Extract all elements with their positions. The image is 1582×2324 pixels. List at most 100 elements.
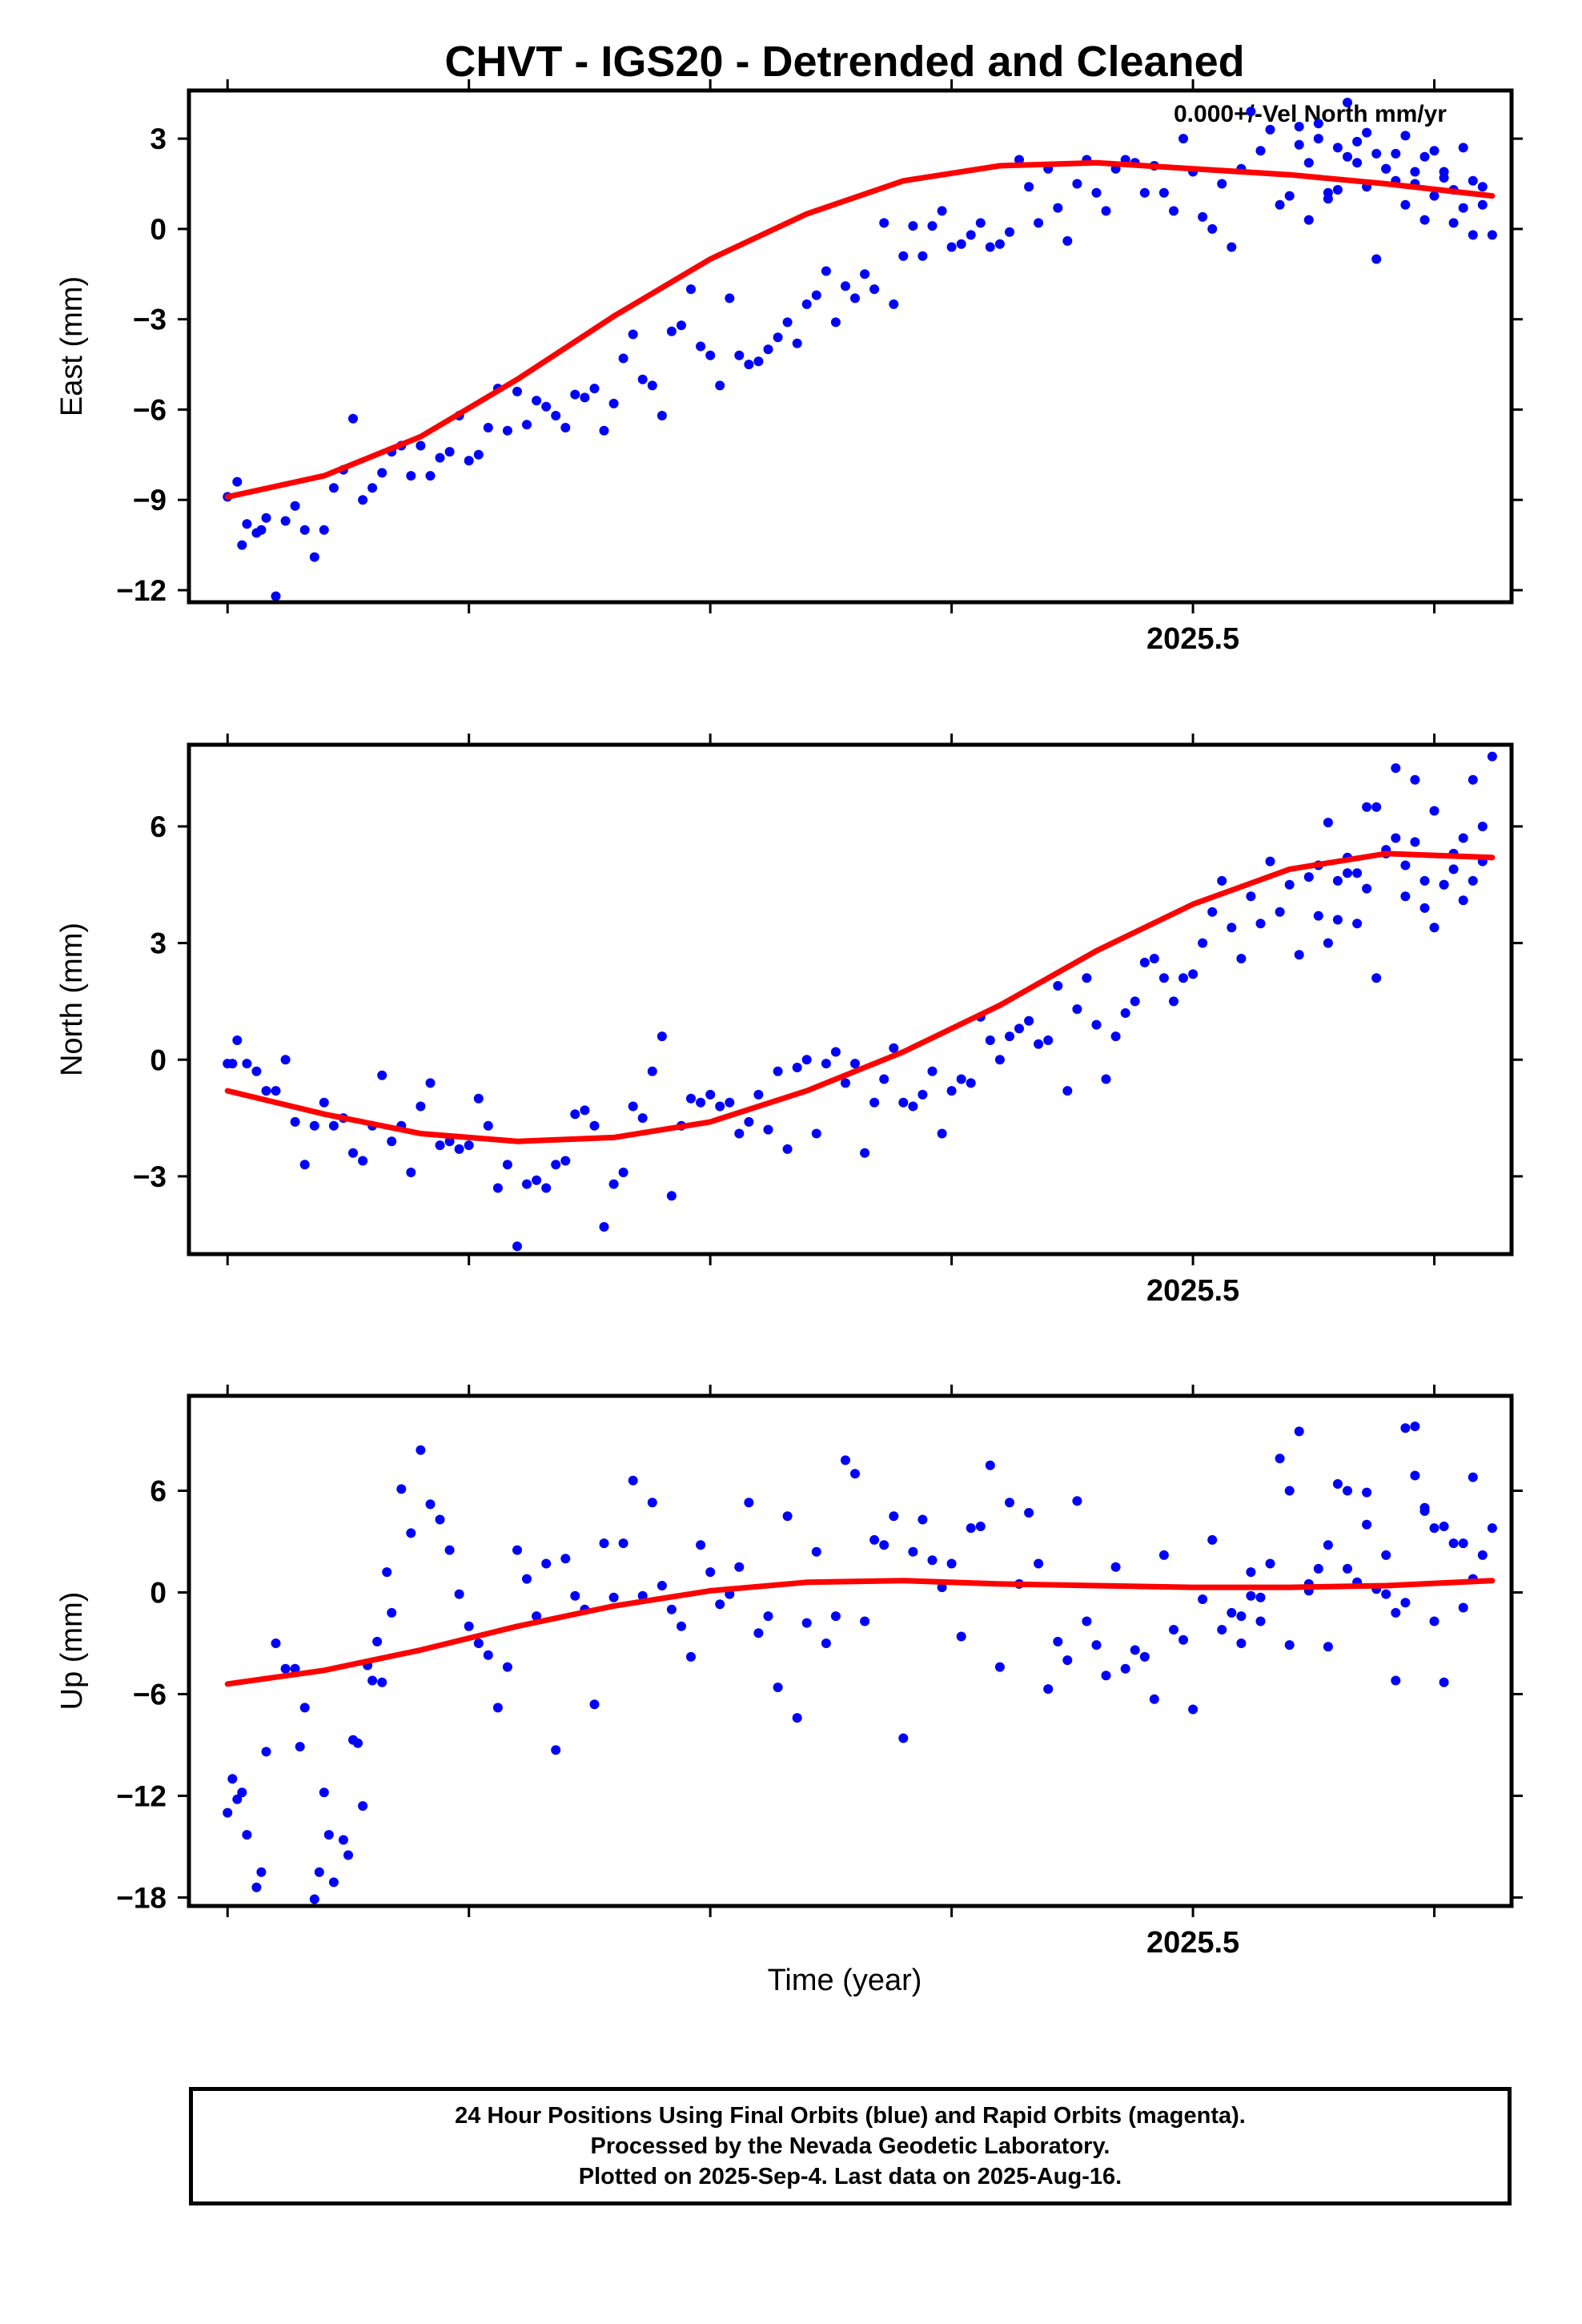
east-data-point	[348, 413, 358, 424]
north-data-point	[1005, 1031, 1014, 1042]
up-data-point	[869, 1534, 880, 1545]
north-data-point	[1082, 973, 1092, 983]
north-data-point	[744, 1116, 754, 1127]
east-data-point	[1362, 127, 1372, 138]
up-data-point	[1110, 1562, 1121, 1572]
north-data-point	[879, 1074, 889, 1084]
east-y-axis-label: East (mm)	[55, 276, 89, 416]
east-data-point	[242, 519, 252, 529]
up-data-point	[715, 1599, 725, 1610]
east-data-point	[560, 423, 571, 432]
east-data-point	[1169, 206, 1178, 216]
up-data-point	[377, 1677, 387, 1687]
up-data-point	[502, 1662, 512, 1672]
east-data-point	[1391, 148, 1401, 159]
up-data-point	[686, 1651, 696, 1662]
east-data-point	[1313, 134, 1323, 144]
east-data-point	[1255, 146, 1266, 156]
east-data-point	[975, 218, 986, 228]
north-data-point	[1419, 875, 1430, 886]
east-data-point	[1062, 235, 1073, 246]
north-data-point	[1362, 883, 1372, 894]
up-data-point	[290, 1663, 300, 1674]
east-data-point	[1072, 179, 1082, 189]
north-data-point	[1439, 879, 1449, 890]
east-fit-line	[224, 159, 1496, 500]
east-y-tick-label: 0	[150, 213, 167, 246]
up-data-point	[416, 1445, 426, 1455]
up-data-point	[522, 1574, 532, 1584]
east-data-point	[271, 591, 281, 601]
east-data-point	[917, 251, 928, 261]
north-data-point	[232, 1035, 243, 1045]
up-data-point	[705, 1567, 716, 1578]
up-data-point	[1284, 1640, 1295, 1651]
north-data-point	[1284, 879, 1295, 890]
up-data-point	[1178, 1634, 1188, 1645]
up-data-point	[696, 1540, 706, 1550]
east-data-point	[1265, 124, 1275, 135]
up-data-point	[628, 1475, 638, 1486]
up-data-point	[1381, 1550, 1391, 1560]
north-data-point	[782, 1144, 793, 1154]
up-data-point	[608, 1592, 619, 1602]
east-data-point	[1458, 203, 1468, 213]
north-data-point	[763, 1124, 773, 1135]
north-data-point	[532, 1175, 542, 1185]
north-data-point	[551, 1160, 561, 1170]
north-data-point	[406, 1168, 416, 1177]
up-data-point	[1381, 1589, 1391, 1599]
north-data-point	[1072, 1004, 1082, 1015]
east-data-point	[589, 384, 600, 394]
panels: 2025.5 −12 −9 −6 −3 0 3 East (mm) 2025.5 −3 0 3 6 Nor…	[55, 79, 1523, 1960]
north-data-point	[570, 1109, 580, 1120]
north-data-point	[1207, 907, 1218, 917]
x-axis-label: Time (year)	[768, 1964, 922, 1997]
north-data-point	[734, 1128, 745, 1139]
up-data-point	[299, 1703, 310, 1713]
north-data-point	[830, 1047, 841, 1057]
north-data-point	[512, 1241, 522, 1252]
north-data-point	[1458, 895, 1468, 906]
east-data-point	[1332, 185, 1343, 195]
up-data-point	[1082, 1616, 1092, 1626]
up-data-point	[792, 1713, 802, 1723]
up-data-point	[753, 1628, 764, 1638]
east-data-point	[608, 398, 619, 408]
up-data-point	[353, 1738, 363, 1748]
north-data-point	[444, 1136, 455, 1147]
east-data-point	[656, 411, 667, 420]
north-data-point	[725, 1097, 735, 1108]
north-data-point	[473, 1093, 484, 1104]
north-fit-line	[224, 850, 1496, 1144]
up-data-point	[1246, 1567, 1256, 1578]
east-data-point	[541, 401, 552, 412]
east-data-point	[1303, 215, 1314, 225]
up-data-point	[994, 1662, 1005, 1672]
up-data-point	[295, 1742, 305, 1752]
up-data-point	[860, 1616, 870, 1626]
north-data-point	[985, 1035, 995, 1045]
north-data-point	[1468, 774, 1478, 785]
east-data-point	[570, 389, 580, 400]
north-data-point	[416, 1101, 426, 1112]
east-data-point	[1400, 131, 1411, 141]
north-data-point	[666, 1191, 677, 1201]
up-data-point	[1313, 1563, 1323, 1574]
up-data-point	[223, 1807, 233, 1818]
up-data-point	[570, 1590, 580, 1601]
up-data-point	[1217, 1625, 1227, 1634]
up-data-point	[372, 1636, 383, 1647]
up-data-point	[889, 1511, 899, 1522]
east-data-point	[1294, 139, 1304, 150]
east-data-point	[1477, 182, 1488, 192]
up-data-point	[966, 1523, 976, 1534]
east-data-point	[1332, 143, 1343, 153]
north-data-point	[994, 1055, 1005, 1065]
north-data-point	[1313, 911, 1323, 921]
north-data-point	[309, 1120, 319, 1131]
north-data-point	[251, 1066, 262, 1076]
east-data-point	[319, 525, 329, 535]
east-data-point	[686, 284, 696, 295]
up-data-point	[1323, 1540, 1333, 1550]
